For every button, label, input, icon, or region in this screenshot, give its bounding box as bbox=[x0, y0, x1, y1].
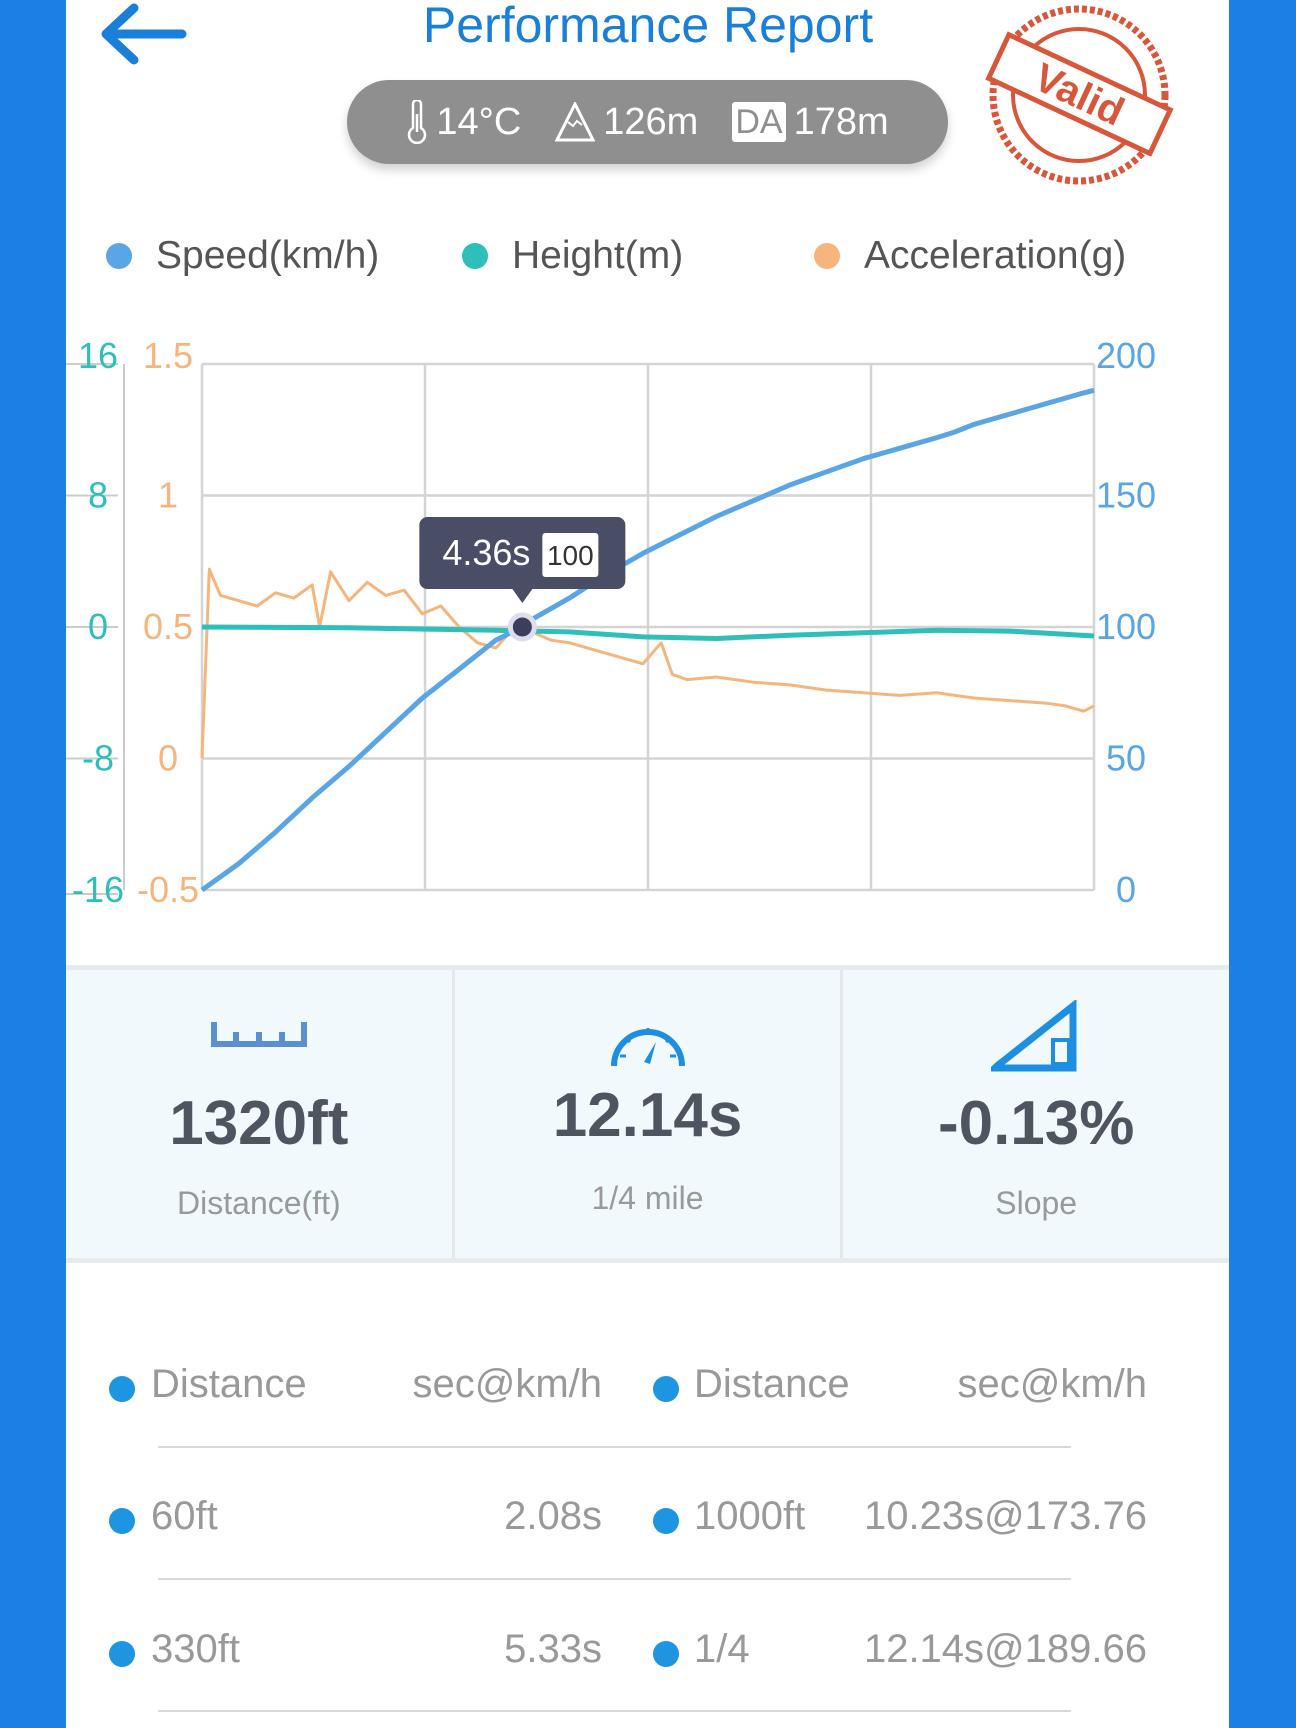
ruler-icon bbox=[210, 1022, 307, 1047]
page-title: Performance Report bbox=[422, 0, 874, 53]
accel-axis-label: 1 bbox=[158, 475, 178, 516]
series-speed-line bbox=[200, 387, 1095, 893]
table-row: 60ft 2.08s 1000ft 10.23s@173.76 bbox=[0, 1494, 1296, 1554]
row-distance: 60ft bbox=[151, 1494, 218, 1538]
row-distance: 330ft bbox=[151, 1627, 240, 1671]
header-time-speed: sec@km/h bbox=[957, 1362, 1147, 1406]
table-row: 330ft 5.33s 1/4 12.14s@189.66 bbox=[0, 1627, 1296, 1687]
bullet-dot bbox=[109, 1508, 135, 1534]
bullet-dot bbox=[653, 1508, 679, 1534]
density-altitude: 178m bbox=[793, 100, 889, 143]
bullet-dot bbox=[109, 1641, 135, 1667]
row-time: 2.08s bbox=[504, 1494, 602, 1538]
accel-axis-label: -0.5 bbox=[137, 869, 199, 910]
legend-height[interactable]: Height(m) bbox=[462, 234, 683, 278]
stats-panel: 1320ft Distance(ft) 12.14s 1/4 mile -0.1… bbox=[66, 965, 1229, 1263]
temperature: 14°C bbox=[436, 100, 522, 143]
tooltip-point bbox=[507, 612, 537, 642]
height-axis-label: 8 bbox=[88, 475, 108, 516]
stat-quarter-mile: 12.14s 1/4 mile bbox=[455, 970, 844, 1258]
stat-slope: -0.13% Slope bbox=[843, 970, 1229, 1258]
header-distance: Distance bbox=[151, 1362, 307, 1406]
da-badge: DA bbox=[732, 102, 786, 142]
row-distance: 1/4 bbox=[694, 1627, 750, 1671]
height-axis-label: -8 bbox=[82, 738, 114, 779]
speed-axis-label: 0 bbox=[1116, 869, 1136, 910]
row-time: 10.23s@173.76 bbox=[863, 1494, 1147, 1538]
header-distance: Distance bbox=[694, 1362, 850, 1406]
tooltip-value: 100 bbox=[547, 540, 594, 571]
series-height-line bbox=[201, 624, 1095, 641]
row-time: 5.33s bbox=[504, 1627, 602, 1671]
bullet-dot bbox=[653, 1641, 679, 1667]
legend-acceleration[interactable]: Acceleration(g) bbox=[814, 234, 1126, 278]
altitude: 126m bbox=[603, 100, 699, 143]
height-axis-label: 0 bbox=[88, 606, 108, 647]
row-time: 12.14s@189.66 bbox=[863, 1627, 1147, 1671]
chart-legend: Speed(km/h) Height(m) Acceleration(g) bbox=[100, 234, 1160, 284]
table-header: Distance sec@km/h Distance sec@km/h bbox=[0, 1362, 1296, 1422]
stat-distance: 1320ft Distance(ft) bbox=[66, 970, 455, 1258]
speed-axis-label: 50 bbox=[1106, 738, 1146, 779]
valid-stamp: Valid bbox=[985, 5, 1174, 185]
speed-axis-label: 200 bbox=[1096, 335, 1156, 376]
speed-axis-label: 100 bbox=[1096, 606, 1156, 647]
tooltip-time: 4.36s bbox=[442, 532, 530, 573]
bullet-dot bbox=[653, 1376, 679, 1402]
performance-chart[interactable]: 16 8 0 -8 -16 1.5 1 0.5 0 -0.5 200 150 100 50 0 4.36s 10… bbox=[66, 320, 1229, 920]
tooltip-value-badge bbox=[542, 533, 599, 577]
bullet-dot bbox=[109, 1376, 135, 1402]
mountain-icon bbox=[555, 102, 596, 142]
divider bbox=[158, 1710, 1071, 1712]
legend-speed[interactable]: Speed(km/h) bbox=[106, 234, 379, 278]
slope-icon bbox=[991, 1000, 1077, 1072]
divider bbox=[158, 1578, 1071, 1580]
conditions-bar: 14°C 126m DA 178m bbox=[347, 80, 948, 164]
thermometer-icon bbox=[408, 100, 427, 144]
height-axis-label: 16 bbox=[78, 335, 118, 376]
height-axis-label: -16 bbox=[72, 869, 124, 910]
divider bbox=[158, 1446, 1071, 1448]
row-distance: 1000ft bbox=[694, 1494, 806, 1538]
accel-axis-label: 0.5 bbox=[143, 606, 193, 647]
accel-axis-label: 1.5 bbox=[143, 335, 193, 376]
accel-axis-label: 0 bbox=[158, 738, 178, 779]
speed-axis-label: 150 bbox=[1096, 475, 1156, 516]
speedometer-icon bbox=[610, 1028, 685, 1067]
header-time-speed: sec@km/h bbox=[412, 1362, 602, 1406]
arrow-left-icon[interactable] bbox=[98, 2, 188, 66]
